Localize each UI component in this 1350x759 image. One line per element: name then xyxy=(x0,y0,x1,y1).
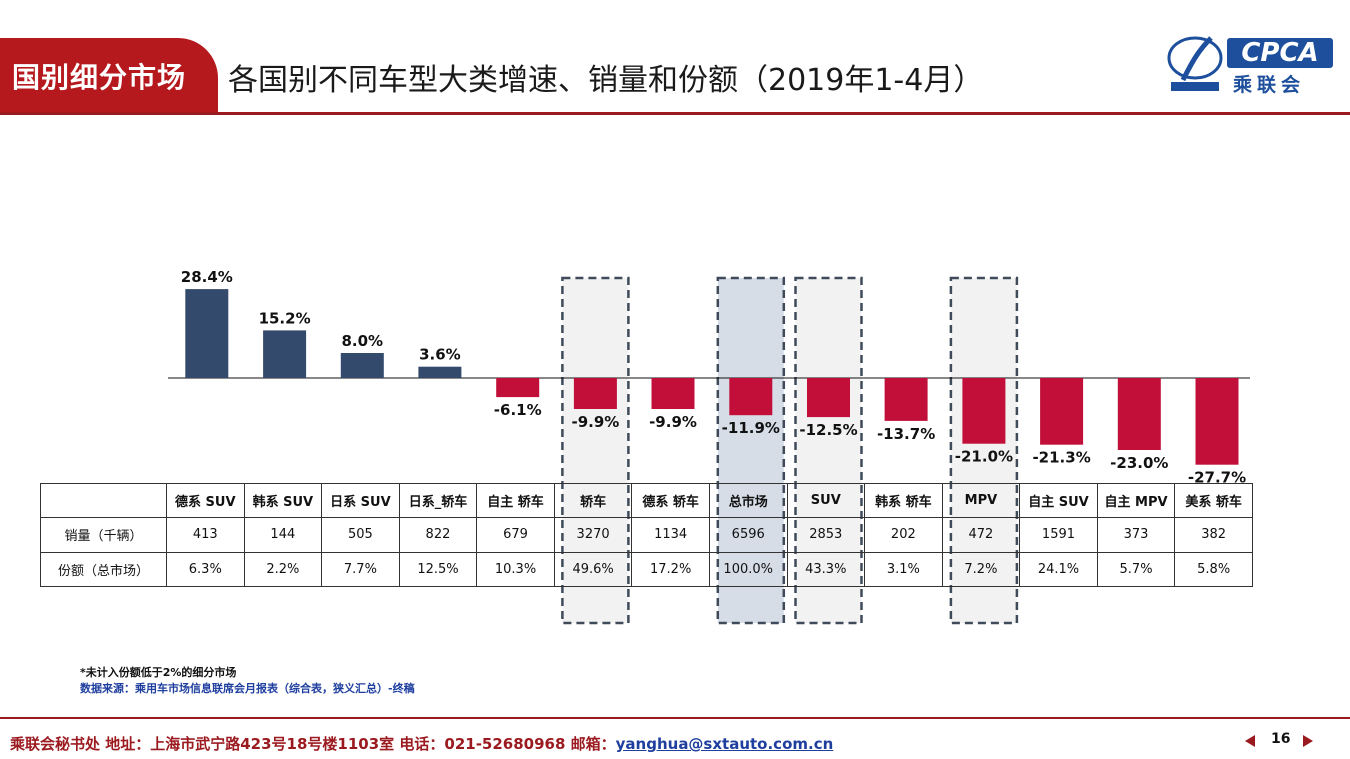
next-page-icon[interactable] xyxy=(1303,735,1313,747)
bar xyxy=(263,330,307,378)
bar xyxy=(807,378,850,418)
table-corner-cell xyxy=(40,482,167,519)
category-header: 自主 轿车 xyxy=(476,482,555,519)
footnote: *未计入份额低于2%的细分市场 xyxy=(80,666,237,679)
category-header: 轿车 xyxy=(553,482,633,519)
table-cell: 10.3% xyxy=(476,551,555,588)
data-label: -9.9% xyxy=(649,413,697,431)
category-header: 自主 SUV xyxy=(1019,482,1098,519)
table-cell: 202 xyxy=(864,517,943,553)
bar xyxy=(1117,378,1161,450)
category-header: 德系 SUV xyxy=(166,482,245,519)
logo-cn-text: 乘联会 xyxy=(1233,74,1306,96)
category-header: 自主 MPV xyxy=(1096,482,1176,519)
data-label: 3.6% xyxy=(419,346,461,364)
row-label: 份额（总市场） xyxy=(40,551,167,588)
category-header: 韩系 SUV xyxy=(243,482,323,519)
prev-page-icon[interactable] xyxy=(1245,735,1255,747)
table-cell: 505 xyxy=(321,517,400,553)
table-cell: 382 xyxy=(1174,517,1253,553)
category-header: 日系_轿车 xyxy=(398,482,478,519)
bar xyxy=(884,378,928,421)
table-cell: 413 xyxy=(166,517,245,553)
bar xyxy=(1195,378,1239,465)
footer-divider xyxy=(0,717,1350,719)
table-cell: 12.5% xyxy=(398,551,478,588)
table-cell: 100.0% xyxy=(708,551,788,588)
table-cell: 679 xyxy=(476,517,555,553)
category-header: 总市场 xyxy=(708,482,788,519)
data-label: -21.0% xyxy=(955,448,1013,466)
sales-share-table: 德系 SUV 韩系 SUV 日系 SUV 日系_轿车 自主 轿车 轿车 德系 轿车 总市场 SU… xyxy=(40,482,1253,588)
category-header: 韩系 轿车 xyxy=(864,482,943,519)
table-cell: 3.1% xyxy=(864,551,943,588)
data-label: 28.4% xyxy=(181,268,233,286)
table-row: 份额（总市场） 6.3% 2.2% 7.7% 12.5% 10.3% 49.6% 17.2% 1… xyxy=(40,551,1253,588)
table-cell: 5.8% xyxy=(1174,551,1253,588)
table-cell: 822 xyxy=(398,517,478,553)
cada-emblem-icon xyxy=(1167,36,1223,91)
footer-contact: 乘联会秘书处 地址：上海市武宁路423号18号楼1103室 电话：021-526… xyxy=(10,733,833,754)
bar xyxy=(496,378,540,398)
table-cell: 24.1% xyxy=(1019,551,1098,588)
table-row: 销量（千辆） 413 144 505 822 679 3270 1134 6596 2853 202… xyxy=(40,517,1253,553)
table-cell: 6596 xyxy=(708,517,788,553)
data-label: -11.9% xyxy=(722,419,780,437)
table-cell: 7.7% xyxy=(321,551,400,588)
bar xyxy=(573,378,617,409)
table-cell: 144 xyxy=(243,517,323,553)
category-header: MPV xyxy=(941,482,1021,519)
data-label: -21.3% xyxy=(1032,449,1090,467)
category-header: 日系 SUV xyxy=(321,482,400,519)
footer-contact-text: 乘联会秘书处 地址：上海市武宁路423号18号楼1103室 电话：021-526… xyxy=(10,735,616,753)
table-cell: 472 xyxy=(941,517,1021,553)
bar xyxy=(729,378,773,416)
category-header: 美系 轿车 xyxy=(1174,482,1253,519)
table-cell: 3270 xyxy=(553,517,633,553)
title-divider xyxy=(0,112,1350,115)
category-header: 德系 轿车 xyxy=(631,482,710,519)
table-cell: 17.2% xyxy=(631,551,710,588)
table-cell: 49.6% xyxy=(553,551,633,588)
table-cell: 2.2% xyxy=(243,551,323,588)
table-cell: 43.3% xyxy=(786,551,866,588)
bar xyxy=(651,378,695,409)
page-number: 16 xyxy=(1271,731,1291,747)
bar xyxy=(185,289,229,378)
data-label: -9.9% xyxy=(571,413,619,431)
data-source-note: 数据来源：乘用车市场信息联席会月报表（综合表，狭义汇总）-终稿 xyxy=(80,682,415,695)
cpca-logo: CPCA 乘联会 xyxy=(1165,30,1335,100)
table-cell: 5.7% xyxy=(1096,551,1176,588)
table-cell: 373 xyxy=(1096,517,1176,553)
data-label: -23.0% xyxy=(1110,454,1168,472)
logo-cpca-text: CPCA xyxy=(1227,38,1333,68)
page-title: 各国别不同车型大类增速、销量和份额（2019年1-4月） xyxy=(228,63,984,98)
table-cell: 1591 xyxy=(1019,517,1098,553)
table-cell: 6.3% xyxy=(166,551,245,588)
data-label: 15.2% xyxy=(259,309,311,327)
data-label: -27.7% xyxy=(1188,469,1246,487)
bar xyxy=(962,378,1006,444)
data-label: -12.5% xyxy=(799,421,857,439)
data-label: -6.1% xyxy=(494,401,542,419)
bar xyxy=(1040,378,1084,445)
section-tag: 国别细分市场 xyxy=(0,38,218,112)
table-cell: 7.2% xyxy=(941,551,1021,588)
table-cell: 2853 xyxy=(786,517,866,553)
table-cell: 1134 xyxy=(631,517,710,553)
section-tag-label: 国别细分市场 xyxy=(12,61,187,94)
data-label: 8.0% xyxy=(341,332,383,350)
bar xyxy=(418,366,462,378)
category-header: SUV xyxy=(786,482,866,519)
footer-email-link[interactable]: yanghua@sxtauto.com.cn xyxy=(615,735,834,753)
data-label: -13.7% xyxy=(877,425,935,443)
row-label: 销量（千辆） xyxy=(40,517,167,553)
bar xyxy=(340,353,384,378)
